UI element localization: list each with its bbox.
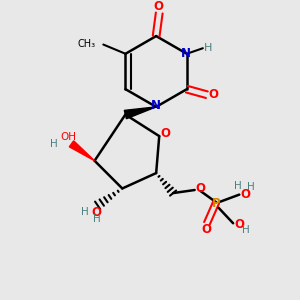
Text: O: O — [160, 127, 170, 140]
Text: CH₃: CH₃ — [77, 39, 96, 49]
Text: H: H — [242, 225, 249, 235]
Text: O: O — [208, 88, 219, 101]
Text: O: O — [154, 0, 164, 13]
Text: O: O — [92, 206, 102, 219]
Text: H: H — [93, 214, 100, 224]
Text: O: O — [234, 218, 244, 231]
Text: OH: OH — [60, 132, 76, 142]
Text: O: O — [195, 182, 205, 195]
Text: P: P — [212, 197, 221, 210]
Text: H: H — [234, 181, 242, 191]
Text: O: O — [240, 188, 250, 200]
Text: N: N — [181, 47, 191, 60]
Text: H: H — [247, 182, 255, 192]
Text: N: N — [151, 99, 161, 112]
Text: O: O — [202, 223, 212, 236]
Text: H: H — [204, 43, 212, 52]
Polygon shape — [69, 141, 94, 161]
Polygon shape — [124, 107, 156, 119]
Text: H: H — [50, 139, 58, 149]
Text: H: H — [82, 207, 89, 217]
